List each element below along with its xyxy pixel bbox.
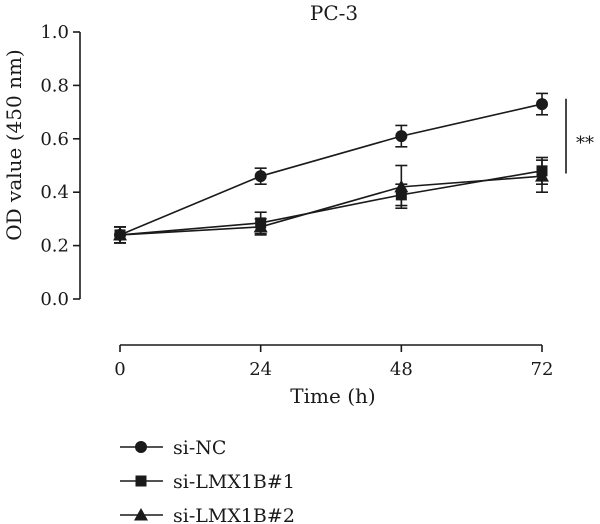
x-axis-label: Time (h) <box>290 384 375 408</box>
x-tick-label: 24 <box>249 359 272 380</box>
y-tick-label: 0.6 <box>40 129 69 150</box>
y-tick-label: 1.0 <box>40 22 69 43</box>
y-tick-label: 0.4 <box>40 182 69 203</box>
y-tick-label: 0.0 <box>40 289 69 310</box>
data-point-si-nc <box>536 98 548 111</box>
legend: si-NC si-LMX1B#1 si-LMX1B#2 <box>120 437 295 524</box>
x-tick-label: 0 <box>114 359 125 380</box>
legend-label-si-lmx1b-1: si-LMX1B#1 <box>173 471 295 493</box>
legend-marker-si-nc <box>135 441 147 453</box>
data-point-si-lmx1b-2 <box>394 179 409 193</box>
x-tick-label: 48 <box>390 359 413 380</box>
series-line-si-nc <box>119 103 543 236</box>
legend-label-si-nc: si-NC <box>173 437 226 459</box>
x-tick-label: 72 <box>531 359 554 380</box>
data-point-si-nc <box>254 170 267 183</box>
data-point-si-lmx1b-2 <box>535 169 549 182</box>
legend-marker-si-lmx1b-2 <box>134 508 148 521</box>
y-tick-label: 0.8 <box>40 75 69 96</box>
legend-marker-si-lmx1b-1 <box>135 475 147 487</box>
chart-title: PC-3 <box>310 1 358 25</box>
y-tick-label: 0.2 <box>40 236 69 257</box>
data-point-si-lmx1b-2 <box>253 219 268 233</box>
y-axis-label: OD value (450 nm) <box>2 49 26 240</box>
data-point-si-lmx1b-2 <box>113 227 127 241</box>
significance-label: ** <box>576 133 594 154</box>
series-line-si-lmx1b-2 <box>119 175 543 236</box>
series-line-si-lmx1b-1 <box>119 170 543 236</box>
plot-area: 0.0 0.2 0.4 0.6 0.8 1.0 0 24 48 72 <box>40 22 567 380</box>
data-point-si-nc <box>395 130 408 143</box>
legend-label-si-lmx1b-2: si-LMX1B#2 <box>173 505 295 524</box>
